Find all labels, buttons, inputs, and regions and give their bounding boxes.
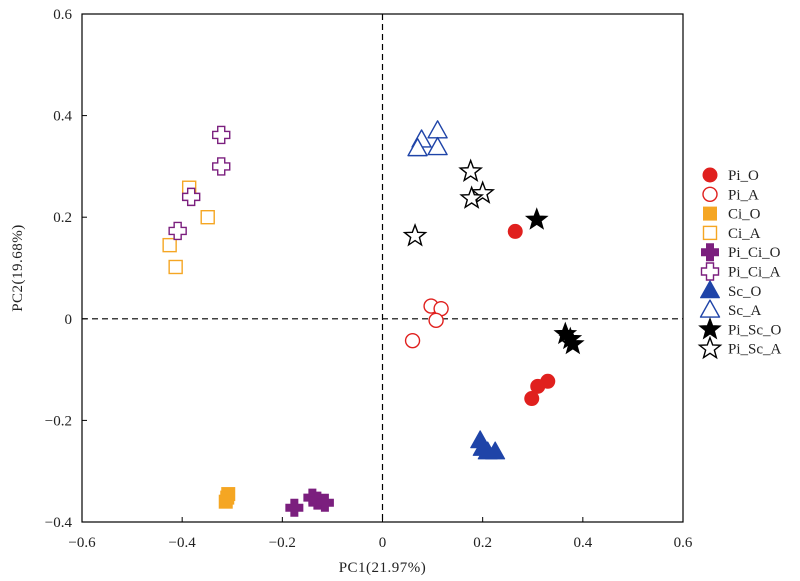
y-tick-label: 0 <box>65 312 73 328</box>
legend-marker-pi-a <box>702 186 718 203</box>
y-tick-label: 0.6 <box>53 7 72 23</box>
series-pi-sc-o <box>524 207 585 355</box>
legend-marker-pi-ci-a <box>700 262 720 281</box>
axes: −0.6 −0.4 −0.2 0 0.2 0.4 0.6 −0.4 −0.2 0 0.2 0.4 0.6 <box>45 7 693 551</box>
series-pi-o <box>507 223 556 407</box>
legend-label-sc-a: Sc_A <box>728 303 762 319</box>
point-ci-a <box>200 209 215 225</box>
legend-label-sc-o: Sc_O <box>728 284 762 300</box>
legend-item-sc-o: Sc_O <box>700 280 762 300</box>
point-sc-a <box>407 137 428 157</box>
x-tick-label: −0.2 <box>269 535 296 551</box>
legend-item-sc-a: Sc_A <box>699 299 762 319</box>
data-points <box>162 120 585 517</box>
legend-marker-pi-sc-o <box>698 316 722 340</box>
y-axis-title: PC2(19.68%) <box>10 224 26 312</box>
legend-item-pi-sc-o: Pi_Sc_O <box>698 316 782 340</box>
y-tick-label: −0.2 <box>45 413 72 429</box>
legend-label-pi-o: Pi_O <box>728 168 759 184</box>
point-pi-a <box>404 332 421 349</box>
legend-item-pi-o: Pi_O <box>702 167 759 184</box>
point-pi-sc-o <box>524 207 549 230</box>
point-pi-ci-a <box>181 187 201 207</box>
point-sc-o <box>485 441 506 460</box>
legend-item-ci-a: Ci_A <box>702 225 761 242</box>
legend-item-pi-a: Pi_A <box>702 186 759 203</box>
point-ci-a <box>162 237 177 253</box>
point-pi-ci-a <box>212 157 231 176</box>
legend-marker-sc-a <box>699 299 721 318</box>
legend-item-ci-o: Ci_O <box>703 206 761 223</box>
point-pi-ci-a <box>212 125 231 145</box>
series-pi-ci-a <box>168 125 231 241</box>
x-tick-label: 0.2 <box>473 535 492 551</box>
series-pi-a <box>404 298 449 349</box>
y-tick-label: −0.4 <box>45 515 73 531</box>
series-sc-o <box>470 430 506 460</box>
legend-marker-ci-o <box>703 206 717 221</box>
legend-item-pi-ci-o: Pi_Ci_O <box>701 243 781 262</box>
legend-label-ci-o: Ci_O <box>728 207 761 223</box>
legend-marker-pi-o <box>702 167 718 183</box>
legend-item-pi-ci-a: Pi_Ci_A <box>700 262 781 281</box>
series-ci-o <box>218 487 236 509</box>
y-tick-label: 0.4 <box>53 109 72 125</box>
point-pi-ci-a <box>168 221 187 241</box>
y-tick-label: 0.2 <box>53 210 72 226</box>
legend-item-pi-sc-a: Pi_Sc_A <box>697 335 782 360</box>
reference-lines <box>82 14 683 522</box>
legend-marker-ci-a <box>702 225 718 241</box>
series-pi-sc-a <box>402 158 496 247</box>
point-pi-sc-o <box>560 331 585 355</box>
series-pi-ci-o <box>285 488 334 517</box>
legend-label-ci-a: Ci_A <box>728 226 761 242</box>
point-sc-a <box>427 136 448 156</box>
point-pi-o <box>507 223 523 239</box>
point-pi-a <box>428 312 444 329</box>
x-tick-label: 0.6 <box>674 535 693 551</box>
legend-marker-pi-sc-a <box>697 335 723 360</box>
legend-label-pi-ci-a: Pi_Ci_A <box>728 265 781 281</box>
legend: Pi_O Pi_A Ci_O Ci_A Pi_Ci_O Pi_Ci_A Sc_O Sc_A Pi… <box>697 167 782 360</box>
point-pi-sc-a <box>470 180 496 204</box>
point-pi-o <box>530 378 546 394</box>
point-pi-ci-o <box>285 498 304 517</box>
legend-label-pi-ci-o: Pi_Ci_O <box>728 245 781 261</box>
x-axis-title: PC1(21.97%) <box>339 560 427 576</box>
legend-marker-pi-ci-o <box>701 243 719 262</box>
point-ci-a <box>168 259 183 275</box>
point-sc-a <box>427 120 448 139</box>
x-tick-label: 0.4 <box>573 535 592 551</box>
legend-marker-sc-o <box>700 280 720 299</box>
point-pi-sc-a <box>402 222 428 247</box>
legend-label-pi-sc-o: Pi_Sc_O <box>728 322 782 338</box>
point-pi-ci-o <box>315 493 334 512</box>
series-sc-a <box>407 120 448 157</box>
legend-label-pi-a: Pi_A <box>728 187 759 203</box>
point-pi-sc-a <box>459 185 485 209</box>
point-pi-o <box>524 391 540 407</box>
x-tick-label: −0.4 <box>169 535 197 551</box>
x-tick-label: 0 <box>379 535 387 551</box>
point-ci-o <box>218 494 233 509</box>
point-pi-sc-a <box>458 158 484 183</box>
legend-label-pi-sc-a: Pi_Sc_A <box>728 342 782 358</box>
x-tick-label: −0.6 <box>68 535 96 551</box>
